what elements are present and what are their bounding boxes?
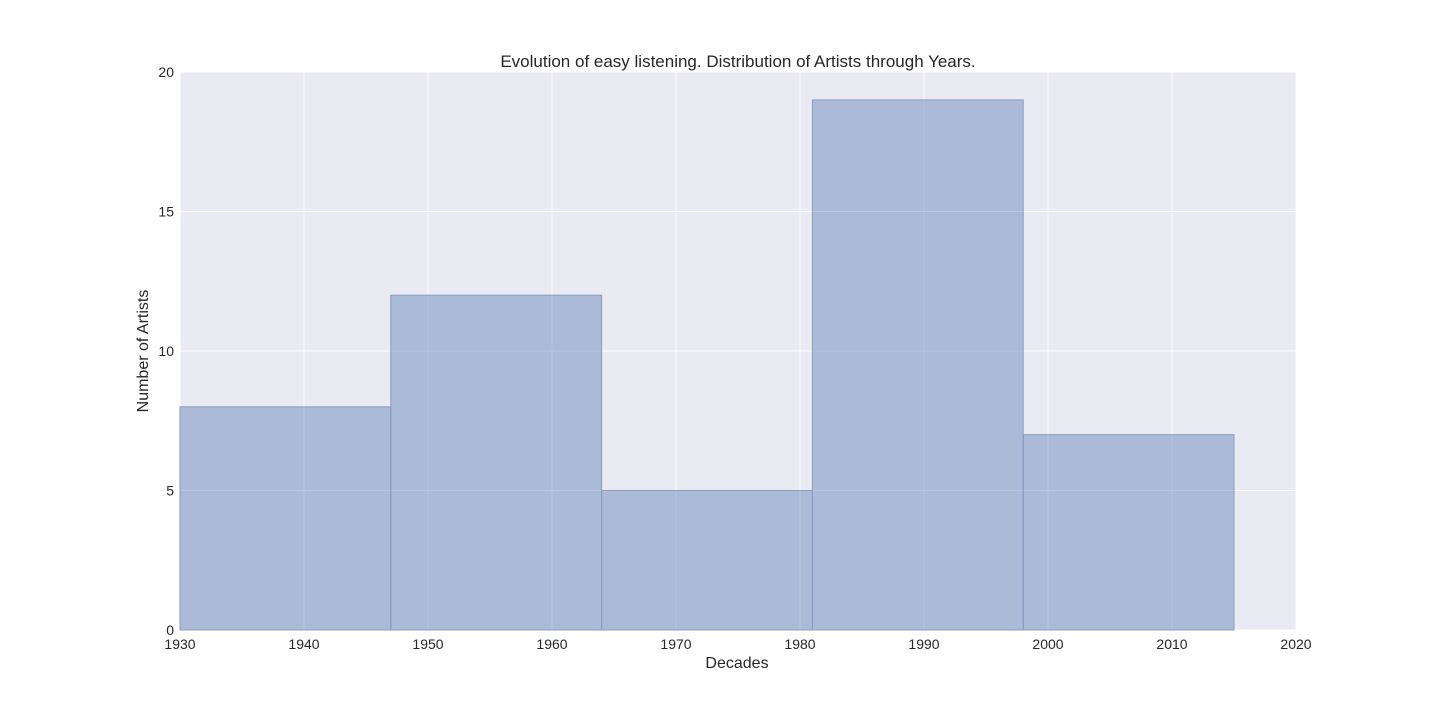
x-tick-label: 1940	[288, 636, 319, 652]
x-tick-label: 2020	[1280, 636, 1311, 652]
histogram-bar	[1022, 434, 1235, 631]
x-axis-title: Decades	[705, 655, 768, 672]
x-tick-label: 2010	[1156, 636, 1187, 652]
x-tick-label: 1980	[784, 636, 815, 652]
x-tick-label: 1970	[660, 636, 691, 652]
histogram-bar	[811, 99, 1024, 631]
x-tick-label: 2000	[1032, 636, 1063, 652]
histogram-bar	[179, 406, 392, 631]
y-tick-label: 0	[166, 622, 174, 638]
y-tick-label: 15	[158, 204, 174, 220]
chart-title: Evolution of easy listening. Distributio…	[500, 52, 975, 71]
y-axis-ticks: 0 5 10 15 20	[158, 64, 174, 638]
x-tick-label: 1930	[164, 636, 195, 652]
y-tick-label: 10	[158, 343, 174, 359]
x-axis-ticks: 1930 1940 1950 1960 1970 1980 1990 2000 2010 2020	[164, 636, 1311, 652]
histogram-bars	[179, 99, 1235, 631]
y-tick-label: 20	[158, 64, 174, 80]
histogram-bar	[601, 490, 813, 631]
x-tick-label: 1950	[412, 636, 443, 652]
histogram-bar	[390, 294, 603, 631]
x-tick-label: 1960	[536, 636, 567, 652]
x-tick-label: 1990	[908, 636, 939, 652]
y-tick-label: 5	[166, 483, 174, 499]
y-axis-title: Number of Artists	[135, 290, 152, 413]
